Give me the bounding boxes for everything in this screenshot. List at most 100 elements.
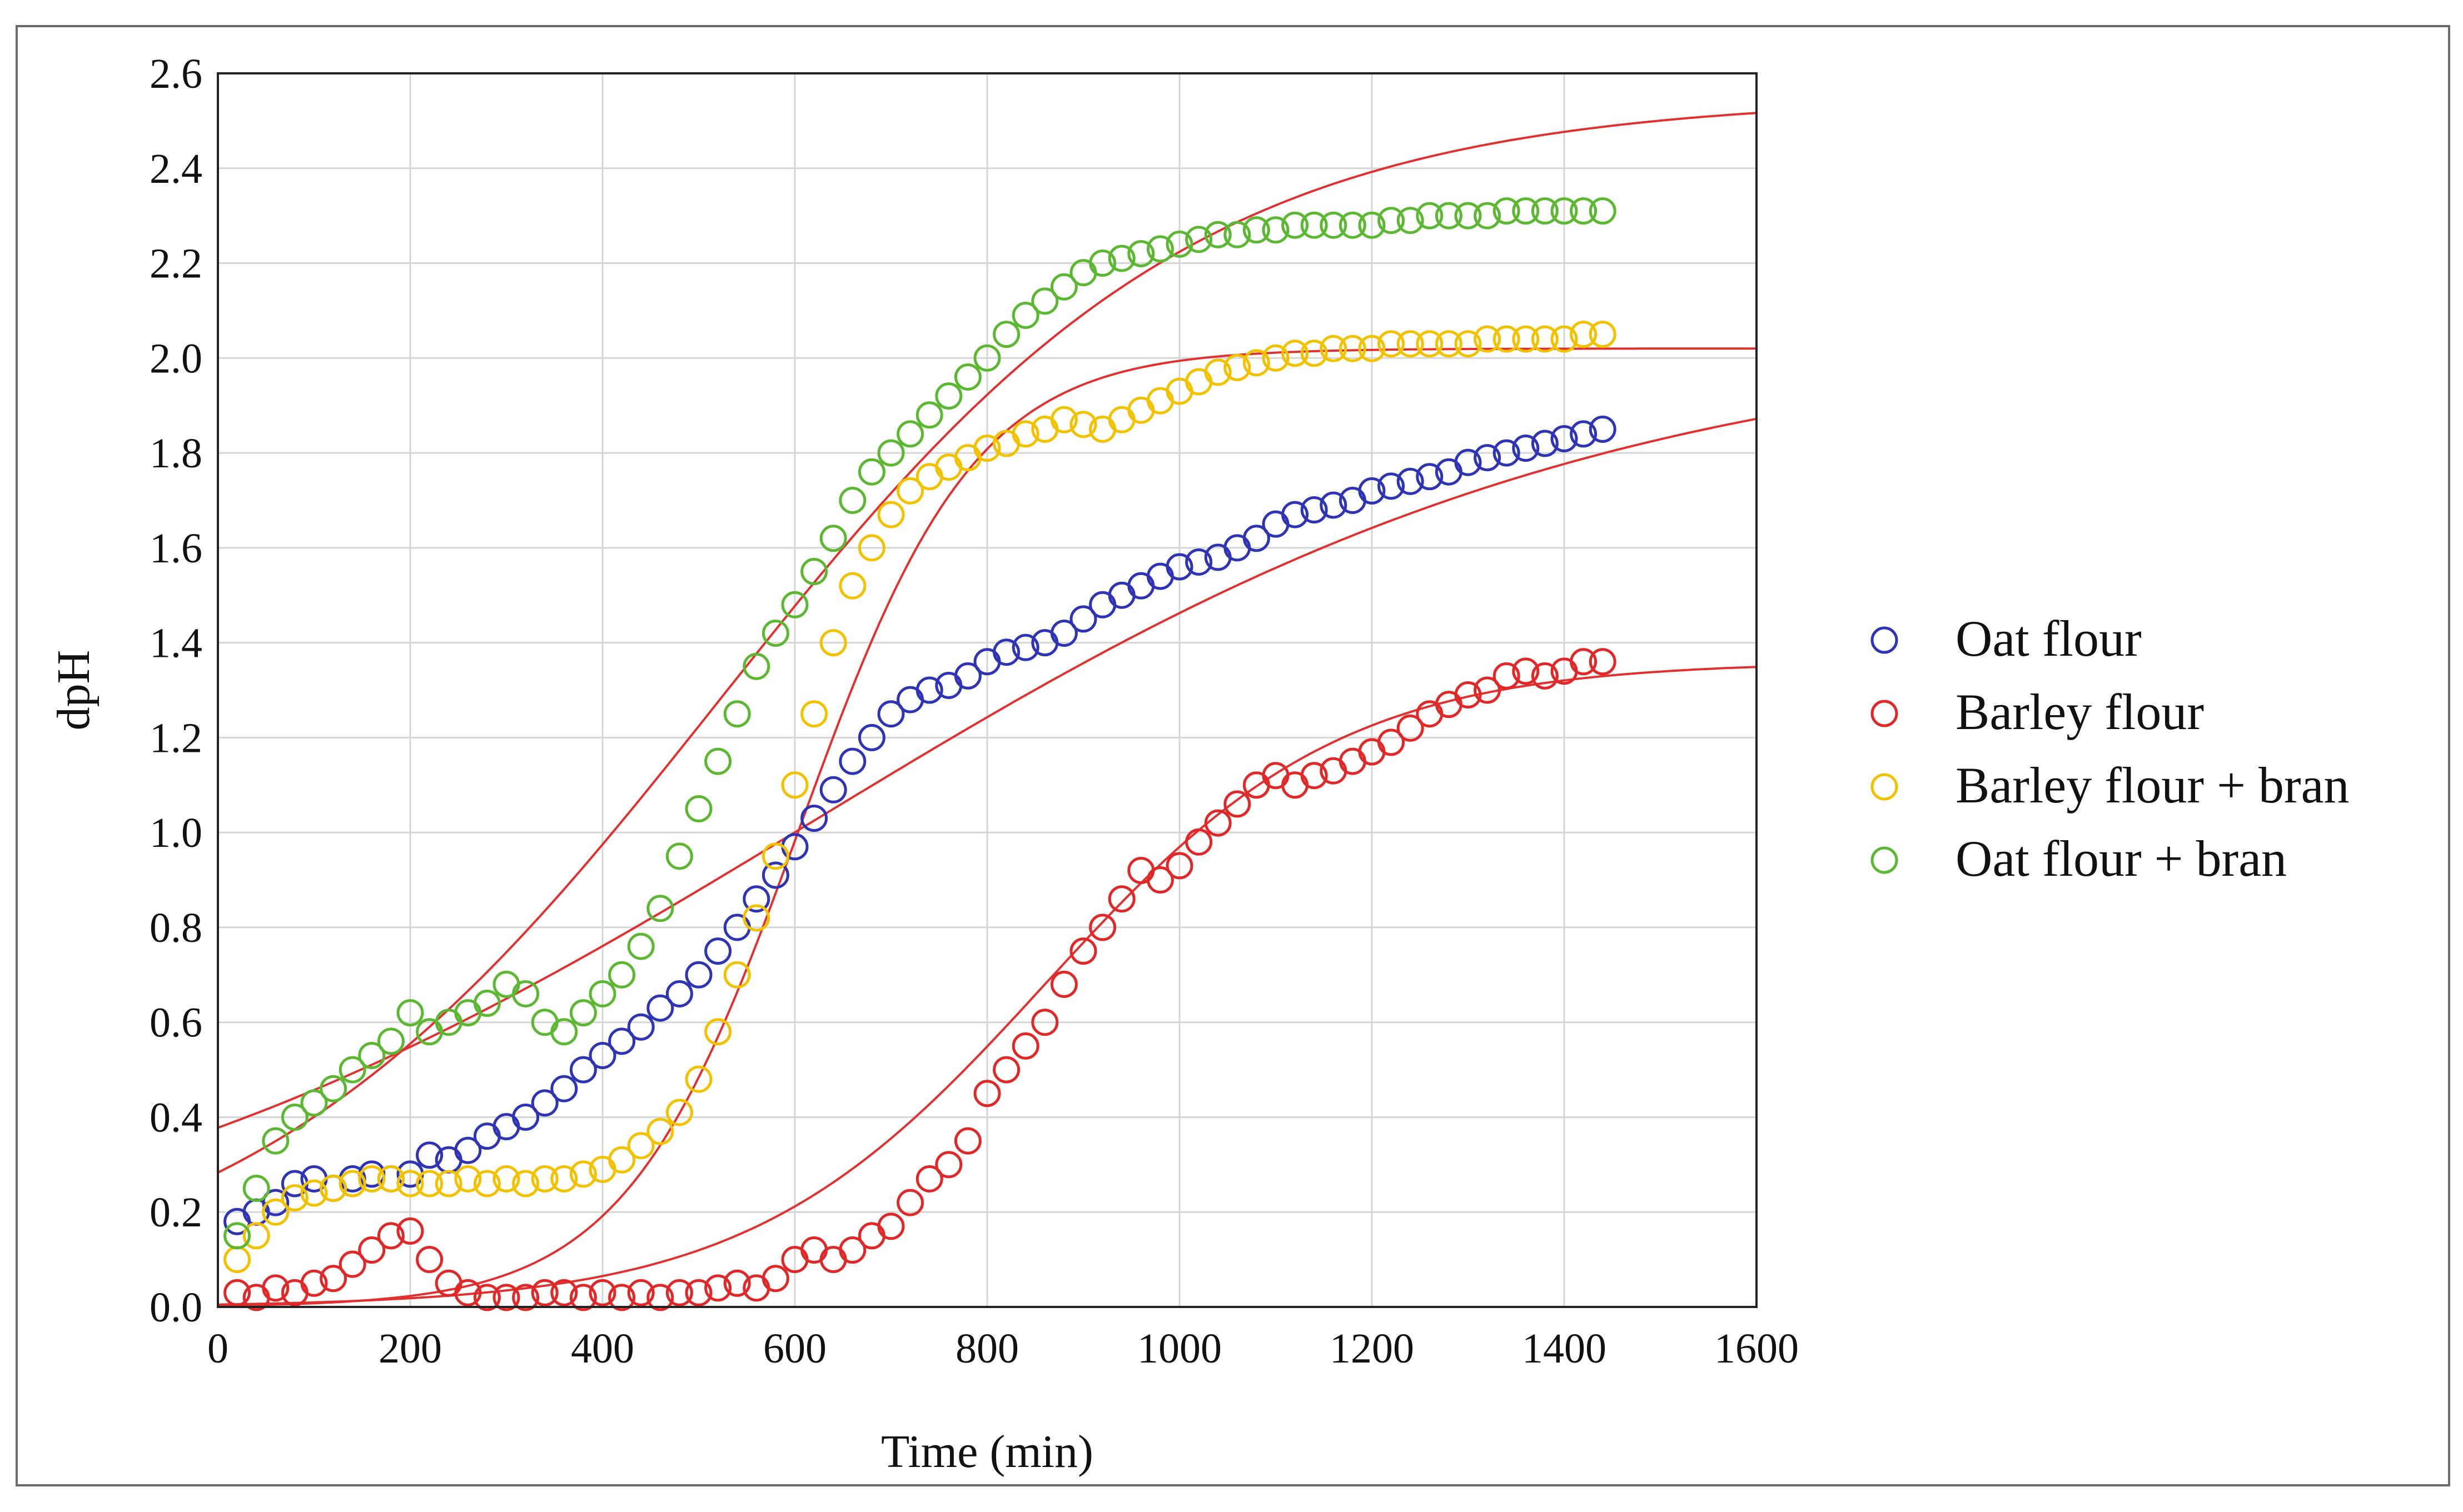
legend-marker	[1870, 626, 1898, 654]
data-point	[897, 477, 924, 505]
data-point	[1050, 620, 1078, 647]
data-point	[608, 1027, 636, 1055]
data-point	[897, 420, 924, 448]
data-point	[627, 1279, 655, 1306]
data-point	[1242, 525, 1270, 552]
data-point	[339, 1170, 366, 1197]
data-point	[685, 795, 713, 822]
data-point	[1570, 648, 1598, 676]
data-point	[608, 1284, 636, 1311]
data-point	[839, 747, 867, 775]
plot-border	[217, 72, 1758, 1308]
legend-marker	[1870, 846, 1898, 874]
data-point	[897, 1189, 924, 1216]
data-point	[320, 1075, 347, 1102]
legend-marker	[1870, 700, 1898, 727]
data-point	[665, 1099, 693, 1126]
data-point	[1512, 657, 1540, 685]
data-point	[935, 382, 963, 410]
data-point	[1492, 197, 1520, 225]
x-axis-title: Time (min)	[881, 1426, 1093, 1478]
legend: Oat flour Barley flour Barley flour + bran…	[1870, 610, 2349, 887]
x-tick-label: 600	[763, 1325, 827, 1372]
legend-label: Barley flour	[1956, 683, 2204, 740]
data-point	[1396, 467, 1424, 495]
data-point	[550, 1165, 578, 1192]
data-point	[1069, 411, 1097, 438]
data-point	[1570, 197, 1598, 225]
legend-label: Oat flour + bran	[1956, 830, 2287, 887]
x-tick-label: 1400	[1522, 1325, 1606, 1372]
y-tick-label: 1.6	[150, 525, 202, 572]
x-tick-label: 200	[379, 1325, 442, 1372]
data-point	[1474, 676, 1501, 704]
data-point	[1166, 230, 1193, 258]
data-point	[1223, 790, 1251, 818]
data-point	[262, 1198, 290, 1226]
data-point	[781, 591, 809, 618]
data-point	[704, 937, 732, 965]
y-tick-label: 2.0	[150, 335, 202, 382]
data-point	[1550, 197, 1578, 225]
data-point	[1223, 221, 1251, 248]
data-point	[300, 1269, 328, 1297]
data-point	[454, 1136, 482, 1164]
data-point	[512, 1284, 540, 1311]
data-point	[858, 534, 885, 562]
data-point	[1089, 249, 1117, 277]
data-point	[1589, 648, 1616, 676]
data-point	[646, 994, 674, 1022]
data-point	[589, 980, 616, 1007]
data-point	[569, 1160, 597, 1188]
data-point	[1416, 463, 1444, 491]
data-point	[396, 1217, 424, 1245]
x-tick-label: 400	[571, 1325, 634, 1372]
data-point	[435, 1170, 462, 1197]
data-point	[800, 558, 828, 586]
data-point	[1146, 235, 1174, 263]
data-point	[1474, 202, 1501, 229]
data-point	[877, 700, 905, 728]
data-point	[589, 1041, 616, 1069]
data-point	[839, 1236, 867, 1264]
data-point	[973, 344, 1001, 372]
data-point	[819, 525, 847, 552]
data-point	[762, 1265, 789, 1293]
y-tick-label: 0.4	[150, 1094, 202, 1141]
data-point	[1223, 353, 1251, 381]
data-point	[704, 1018, 732, 1046]
data-point	[1281, 211, 1309, 239]
data-point	[1300, 762, 1328, 790]
data-point	[1300, 340, 1328, 367]
data-point	[1512, 435, 1540, 462]
data-point	[1377, 330, 1405, 358]
data-point	[1185, 828, 1213, 856]
data-point	[262, 1189, 290, 1216]
data-point	[531, 1089, 559, 1117]
data-point	[685, 1065, 713, 1093]
data-point	[1146, 866, 1174, 894]
data-point	[915, 1165, 943, 1192]
data-point	[550, 1279, 578, 1306]
data-point	[223, 1222, 251, 1250]
data-point	[973, 1080, 1001, 1107]
data-point	[1531, 197, 1559, 225]
y-tick-label: 1.8	[150, 430, 202, 477]
data-point	[1589, 321, 1616, 348]
data-point	[1377, 207, 1405, 234]
data-point	[993, 321, 1021, 348]
data-point	[300, 1179, 328, 1207]
data-point	[973, 435, 1001, 462]
data-point	[531, 1279, 559, 1306]
data-point	[1454, 681, 1482, 709]
data-point	[646, 1284, 674, 1311]
data-point	[1012, 420, 1039, 448]
data-point	[915, 676, 943, 704]
data-point	[1396, 330, 1424, 358]
data-point	[1166, 852, 1193, 880]
data-point	[1339, 211, 1366, 239]
data-point	[1358, 477, 1386, 505]
data-point	[1377, 728, 1405, 756]
data-point	[1358, 335, 1386, 362]
